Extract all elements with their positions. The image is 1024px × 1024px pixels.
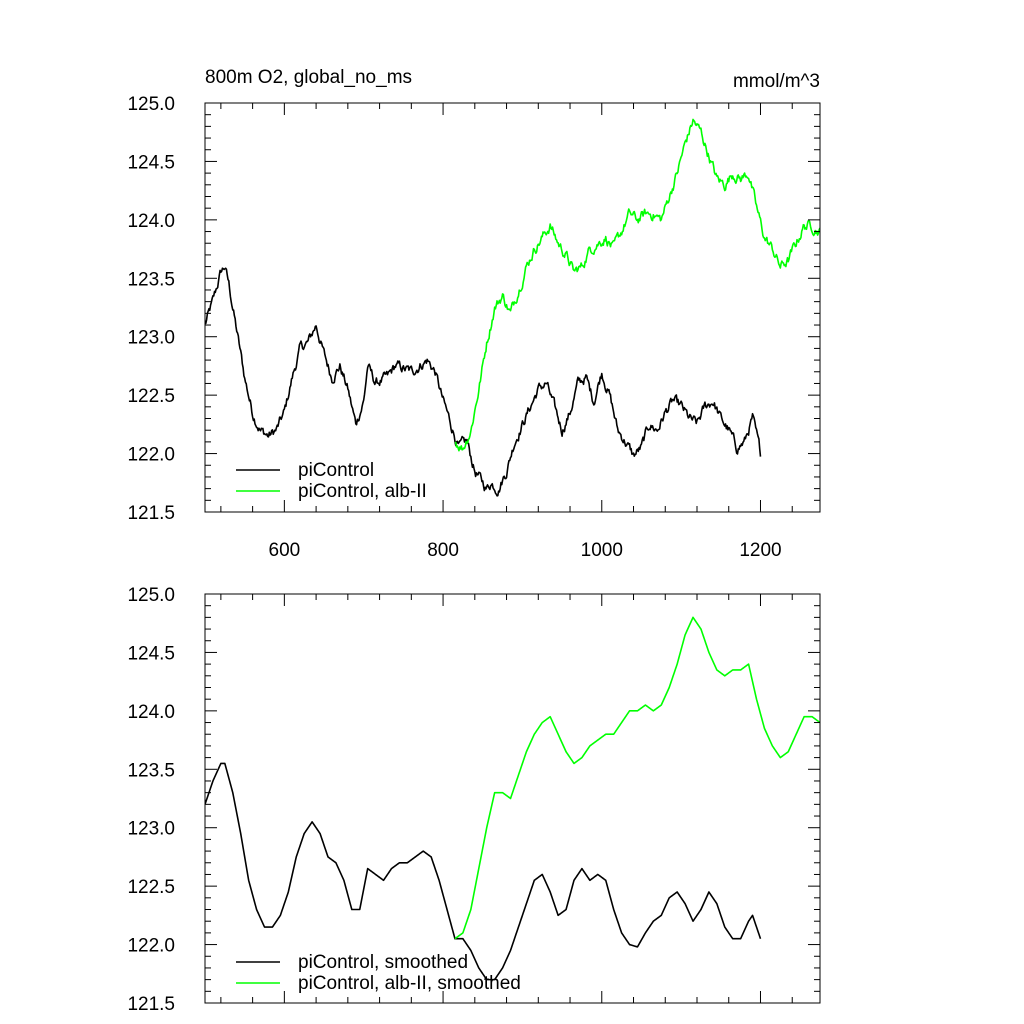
y-tick-label: 123.5 bbox=[127, 760, 175, 781]
top-panel: 121.5 122.0 122.5 123.0 123.5 124.0 124.5 125.0… bbox=[127, 94, 821, 561]
series-line-picontrol bbox=[205, 762, 762, 981]
chart-title: 800m O2, global_no_ms bbox=[205, 67, 412, 88]
y-tick-label: 122.5 bbox=[127, 386, 175, 407]
y-tick-label: 123.0 bbox=[127, 328, 175, 349]
y-tick-label: 124.5 bbox=[127, 643, 175, 664]
y-tick-label: 121.5 bbox=[127, 994, 175, 1015]
plot-frame bbox=[204, 593, 821, 1004]
y-tick-label: 124.0 bbox=[127, 702, 175, 723]
y-tick-label: 124.5 bbox=[127, 152, 175, 173]
legend-label: piControl bbox=[298, 460, 374, 481]
legend-label: piControl, alb-II, smoothed bbox=[298, 973, 521, 994]
y-tick-label: 122.5 bbox=[127, 877, 175, 898]
y-tick-label: 124.0 bbox=[127, 211, 175, 232]
units-label: mmol/m^3 bbox=[733, 71, 820, 92]
y-tick-label: 125.0 bbox=[127, 94, 175, 115]
series-line-alb-ii bbox=[454, 616, 820, 940]
legend-label: piControl, alb-II bbox=[298, 481, 427, 502]
legend-label: piControl, smoothed bbox=[298, 952, 468, 973]
y-tick-label: 123.0 bbox=[127, 819, 175, 840]
plot-frame bbox=[204, 102, 821, 513]
series-line-alb-ii bbox=[454, 118, 820, 452]
x-tick-label: 1200 bbox=[739, 540, 781, 561]
bottom-panel: 121.5 122.0 122.5 123.0 123.5 124.0 124.5 125.0… bbox=[127, 585, 821, 1015]
y-tick-label: 125.0 bbox=[127, 585, 175, 606]
y-tick-label: 121.5 bbox=[127, 503, 175, 524]
x-tick-label: 600 bbox=[269, 540, 301, 561]
y-tick-label: 123.5 bbox=[127, 269, 175, 290]
series-line-picontrol bbox=[205, 267, 762, 497]
x-tick-label: 800 bbox=[427, 540, 459, 561]
y-tick-label: 122.0 bbox=[127, 445, 175, 466]
x-tick-label: 1000 bbox=[581, 540, 623, 561]
y-tick-label: 122.0 bbox=[127, 936, 175, 957]
